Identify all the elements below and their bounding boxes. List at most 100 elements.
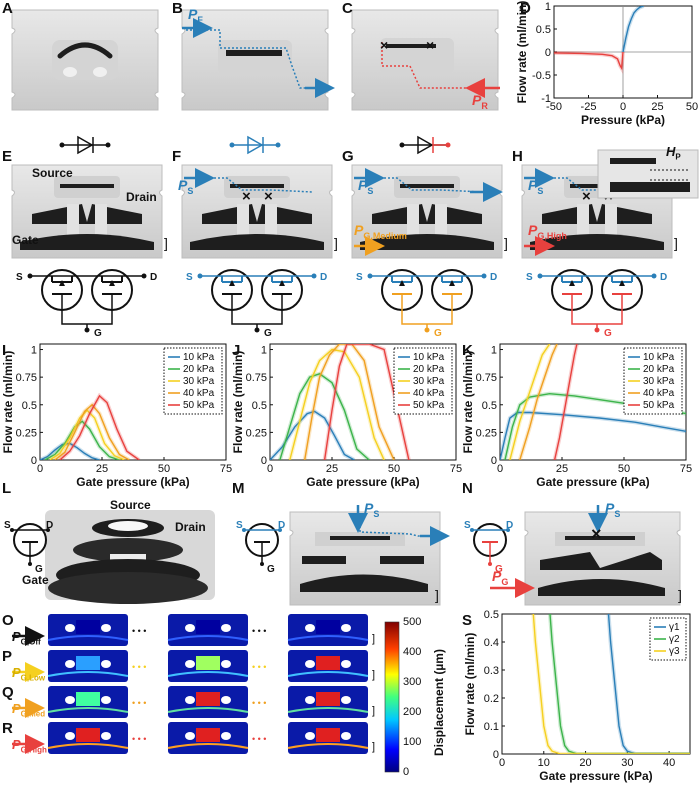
fem-gate-edge	[47, 635, 129, 641]
series-line	[500, 411, 686, 460]
transistor-block-h: ××]SDG	[521, 164, 678, 339]
terminal-s-label: S	[4, 520, 11, 531]
transistor-block-g: ] S D G	[351, 164, 508, 339]
fem-map: • • •	[47, 686, 146, 718]
colorbar-tick: 100	[403, 736, 422, 748]
ellipsis: • • •	[132, 662, 146, 672]
terminal-s	[470, 528, 474, 532]
x-axis-label: Pressure (kPa)	[581, 113, 665, 127]
symbol-arrowhead	[59, 280, 65, 286]
fem-center	[76, 728, 100, 742]
terminal-s	[537, 273, 543, 279]
legend-label: 10 kPa	[183, 352, 215, 363]
colorbar-tick: 400	[403, 646, 422, 658]
pillar	[237, 204, 249, 236]
fem-map	[287, 650, 369, 682]
svg-text:×: ×	[426, 37, 434, 53]
flow-path	[186, 177, 313, 193]
y-axis-label: Flow rate (ml/min)	[231, 351, 245, 454]
panel-letter-n: N	[462, 480, 473, 497]
block-mark: ×	[264, 188, 273, 205]
pillar	[435, 204, 447, 236]
svg-text:×: ×	[380, 37, 388, 53]
y-tick-label: 1	[31, 345, 37, 357]
gate-layer	[360, 234, 494, 250]
fem-gate-edge	[287, 743, 369, 749]
fem-void	[305, 732, 315, 740]
colorbar-ticks: 500 400 300 200 100 0	[403, 616, 433, 778]
ellipsis: • • •	[252, 662, 266, 672]
series-line	[532, 614, 690, 754]
fem-void	[101, 732, 111, 740]
legend-label: 20 kPa	[413, 364, 445, 375]
bracket: ]	[372, 669, 375, 681]
ellipsis: • • •	[252, 734, 266, 744]
panel-letter-f: F	[172, 148, 182, 165]
terminal-d-label: D	[278, 520, 285, 531]
panel-letter-l: L	[2, 480, 12, 497]
terminal-g-label: G	[267, 564, 275, 575]
y-tick-label: -0.5	[532, 70, 551, 82]
x-tick-label: 25	[651, 101, 663, 113]
pillar	[577, 204, 589, 236]
terminal-s	[197, 273, 203, 279]
label-source-l: Source	[110, 498, 151, 512]
x-tick-label: 50	[388, 463, 400, 475]
fem-void	[221, 696, 231, 704]
terminal-g	[260, 562, 264, 566]
fem-void	[341, 624, 351, 632]
panel-n-block: ×	[490, 505, 681, 606]
legend-label: γ2	[669, 634, 680, 645]
legend-label: 50 kPa	[643, 400, 675, 411]
y-tick-label: 1	[491, 345, 497, 357]
fem-void	[101, 660, 111, 668]
x-tick-label: 20	[579, 757, 591, 769]
legend-label: 30 kPa	[643, 376, 675, 387]
label-ps-f: PS	[178, 177, 194, 196]
fem-center	[316, 692, 340, 706]
chart-s: 0 10 20 30 40 0 0.1 0.2 0.3 0.4 0.5 Gate pressure (…	[463, 609, 691, 783]
transistor-symbol-e: S D G	[16, 269, 157, 339]
y-tick-label: -1	[541, 93, 551, 105]
fem-center	[196, 656, 220, 670]
x-tick-label: 75	[450, 463, 462, 475]
fem-void	[341, 660, 351, 668]
x-tick-label: 30	[621, 757, 633, 769]
series-line	[553, 344, 578, 460]
legend-label: γ3	[669, 646, 680, 657]
terminal-g-label: G	[495, 564, 503, 575]
panel-letter-j: J	[232, 342, 241, 359]
fem-map	[287, 686, 369, 718]
panel-letter-d: D	[520, 0, 531, 17]
fem-void	[101, 696, 111, 704]
label-ps-n: PS	[605, 500, 621, 519]
x-tick-label: 50	[618, 463, 630, 475]
symbol-arrowhead	[569, 280, 575, 286]
ellipsis: • • •	[132, 626, 146, 636]
transistor-symbol-f: S D G	[186, 269, 327, 339]
y-tick-label: 0	[545, 47, 551, 59]
terminal-s-label: S	[356, 272, 363, 283]
terminal-g	[84, 327, 90, 333]
terminal-g	[424, 327, 430, 333]
chart-j: 0 25 50 75 0 0.25 0.5 0.75 1 Gate pressure (kPa) F…	[231, 343, 462, 489]
fem-void	[305, 624, 315, 632]
terminal-g	[28, 562, 32, 566]
y-tick-label: 0.5	[482, 400, 497, 412]
x-tick-label: -25	[581, 101, 597, 113]
x-tick-label: 0	[37, 463, 43, 475]
symbol-arrowhead	[449, 280, 455, 286]
fem-void	[185, 732, 195, 740]
label-gate-l: Gate	[22, 573, 49, 587]
panel-letter-k: K	[462, 342, 473, 359]
symbol-arrowhead	[279, 280, 285, 286]
ellipsis: • • •	[252, 626, 266, 636]
fem-void	[221, 660, 231, 668]
y-tick-label: 0	[31, 455, 37, 467]
fem-map: • • •	[167, 614, 266, 646]
terminal-d-label: D	[660, 272, 667, 283]
chart-d: -50 -25 0 25 50 -1 -0.5 0 0.5 1 Pressure (kPa) Flow…	[515, 1, 698, 127]
